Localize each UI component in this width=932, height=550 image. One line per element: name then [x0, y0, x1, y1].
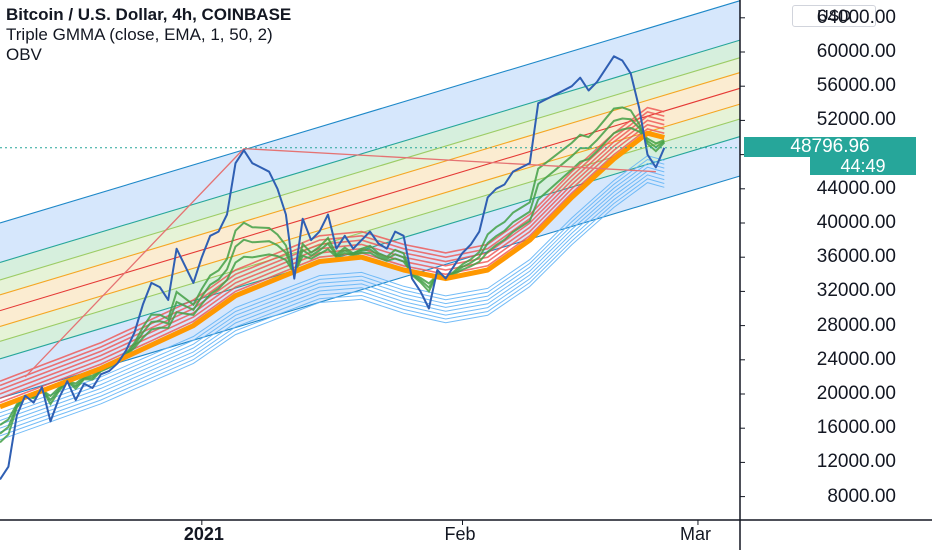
- y-tick-label: 16000.00: [816, 417, 896, 439]
- y-tick-label: 28000.00: [816, 314, 896, 336]
- gmma-mid-line-3: [0, 115, 665, 391]
- gmma-mid-line-0: [0, 128, 665, 404]
- x-tick-label: Feb: [444, 524, 476, 544]
- bar-countdown-label: 44:49: [810, 157, 916, 175]
- chart-legend: Bitcoin / U.S. Dollar, 4h, COINBASE Trip…: [6, 5, 291, 65]
- y-tick-label: 32000.00: [816, 280, 896, 302]
- channel-line-2-0: [0, 57, 741, 281]
- gmma-long-line-7: [0, 182, 665, 441]
- y-tick-label: 24000.00: [816, 348, 896, 370]
- gmma-long-line-1: [0, 158, 665, 418]
- currency-button[interactable]: USD: [792, 5, 876, 27]
- y-tick-label: 12000.00: [816, 451, 896, 473]
- y-tick-label: 44000.00: [816, 177, 896, 199]
- gmma-short-line-2: [0, 106, 666, 444]
- x-tick-label: 2021: [183, 524, 224, 544]
- gmma-long-line-5: [0, 174, 665, 433]
- symbol-title[interactable]: Bitcoin / U.S. Dollar, 4h, COINBASE: [6, 5, 292, 24]
- last-price-label: 48796.96: [744, 137, 916, 157]
- y-tick-label: 52000.00: [816, 109, 896, 131]
- channel-line-3-0: [0, 72, 741, 296]
- gmma-long-line-2: [0, 162, 665, 421]
- gmma-indicator-label[interactable]: Triple GMMA (close, EMA, 1, 50, 2): [6, 25, 273, 44]
- gmma-long-line-0: [0, 155, 665, 414]
- x-tick-label: Mar: [679, 524, 711, 544]
- y-tick-label: 60000.00: [816, 41, 896, 62]
- trend-line-0: [24, 148, 245, 378]
- gmma-long-line-6: [0, 178, 665, 437]
- y-tick-label: 40000.00: [816, 212, 896, 233]
- y-tick-label: 20000.00: [816, 383, 896, 404]
- obv-indicator-label[interactable]: OBV: [6, 45, 42, 64]
- gmma-mid-line-4: [0, 111, 665, 387]
- y-tick-label: 8000.00: [827, 485, 896, 507]
- channel-line-1-0: [0, 39, 741, 263]
- gmma-long-line-3: [0, 166, 665, 425]
- price-line: [0, 55, 666, 481]
- trend-line-1: [243, 147, 656, 173]
- channel-line-0-0: [0, 0, 741, 224]
- y-tick-label: 64000.00: [816, 6, 896, 28]
- y-tick-label: 56000.00: [816, 75, 896, 97]
- gmma-long-line-4: [0, 170, 665, 429]
- gmma-anchor-line: [0, 130, 665, 410]
- gmma-mid-line-1: [0, 123, 665, 400]
- channel-line-3-1: [0, 103, 741, 327]
- y-tick-label: 36000.00: [816, 246, 896, 268]
